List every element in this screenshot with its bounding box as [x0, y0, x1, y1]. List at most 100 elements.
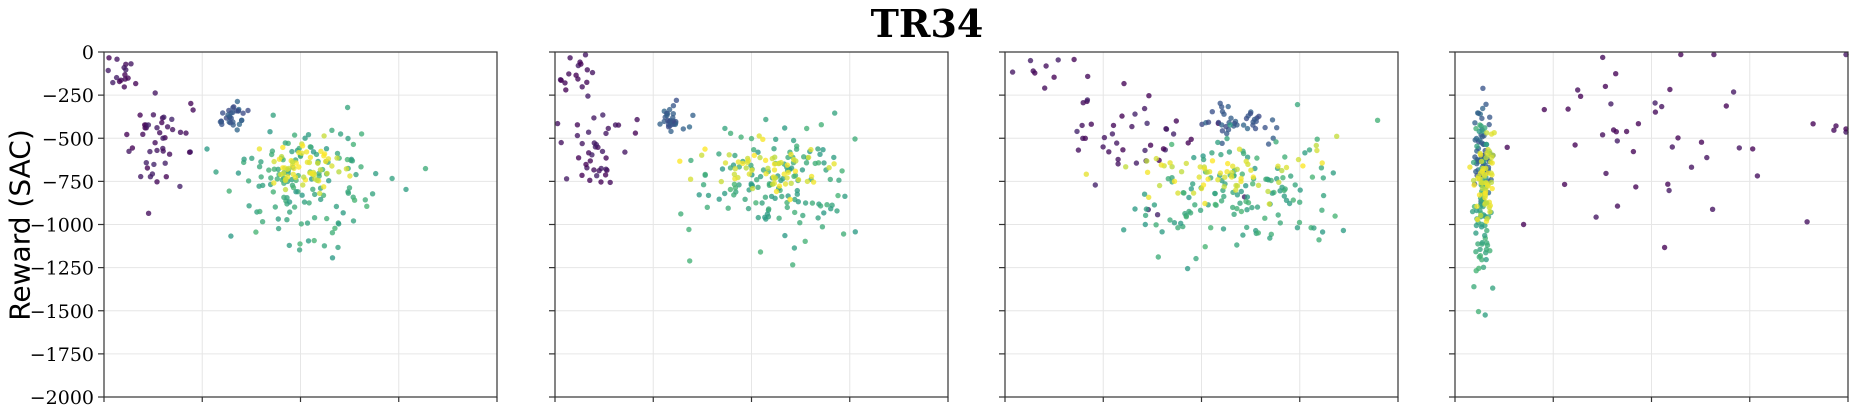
scatter-point: [329, 163, 335, 169]
scatter-point: [1482, 232, 1488, 239]
scatter-point: [305, 238, 312, 244]
scatter-point: [1088, 121, 1095, 127]
scatter-point: [160, 135, 166, 141]
scatter-point: [1843, 126, 1849, 132]
scatter-point: [1217, 170, 1224, 176]
scatter-point: [1144, 120, 1150, 127]
scatter-point: [1186, 194, 1192, 201]
scatter-point: [1319, 229, 1326, 235]
scatter-point: [772, 154, 778, 160]
scatter-point: [1294, 225, 1301, 231]
scatter-point: [332, 225, 338, 231]
scatter-point: [323, 158, 329, 165]
scatter-point: [306, 200, 312, 206]
scatter-point: [1473, 222, 1480, 229]
scatter-point: [1275, 163, 1281, 169]
scatter-point: [1110, 122, 1117, 129]
scatter-point: [287, 209, 293, 215]
scatter-point: [271, 180, 277, 186]
scatter-point: [1212, 190, 1218, 197]
y-tick-label: −250: [42, 85, 94, 107]
scatter-point: [602, 172, 609, 178]
scatter-point: [1175, 190, 1181, 196]
scatter-point: [289, 148, 295, 155]
scatter-point: [1723, 103, 1730, 109]
scatter-point: [305, 132, 312, 138]
scatter-point: [1244, 154, 1251, 160]
y-tick-label: −750: [42, 171, 94, 193]
scatter-point: [256, 183, 262, 189]
scatter-point: [1160, 146, 1167, 152]
scatter-point: [1659, 103, 1665, 110]
scatter-point: [612, 122, 619, 128]
scatter-point: [1475, 308, 1482, 315]
scatter-point: [1220, 226, 1227, 232]
scatter-point: [1678, 51, 1684, 58]
scatter-point: [600, 112, 606, 118]
scatter-point: [230, 109, 236, 116]
scatter-point: [345, 190, 352, 196]
scatter-point: [791, 245, 798, 251]
scatter-point: [286, 242, 292, 249]
scatter-point: [1183, 160, 1190, 167]
scatter-point: [1302, 150, 1308, 156]
scatter-point: [144, 165, 151, 171]
scatter-point: [1244, 207, 1250, 213]
scatter-point: [696, 192, 702, 198]
scatter-point: [1311, 225, 1317, 231]
scatter-point: [1295, 156, 1302, 163]
scatter-point: [300, 182, 306, 188]
scatter-point: [1489, 185, 1495, 192]
scatter-point: [840, 231, 847, 237]
scatter-point: [1184, 265, 1191, 272]
scatter-point: [340, 210, 346, 216]
scatter-point: [152, 140, 158, 146]
scatter-point: [1488, 179, 1495, 186]
scatter-point: [326, 178, 332, 184]
scatter-point: [151, 161, 157, 168]
scatter-point: [1479, 239, 1486, 246]
scatter-point: [335, 244, 341, 251]
scatter-point: [106, 55, 112, 61]
scatter-point: [722, 160, 729, 166]
scatter-point: [343, 166, 350, 172]
scatter-point: [1282, 154, 1288, 160]
scatter-point: [1071, 56, 1077, 63]
scatter-point: [1123, 164, 1129, 170]
scatter-point: [311, 215, 318, 221]
scatter-point: [1479, 115, 1485, 122]
scatter-point: [290, 184, 297, 191]
scatter-point: [105, 67, 111, 74]
scatter-point: [269, 151, 275, 158]
scatter-point: [1319, 160, 1325, 166]
scatter-point: [1146, 194, 1152, 200]
scatter-point: [113, 74, 120, 81]
scatter-point: [1593, 214, 1599, 220]
scatter-point: [1483, 256, 1489, 263]
scatter-point: [1478, 224, 1485, 230]
scatter-point: [1153, 222, 1159, 228]
scatter-point: [753, 200, 759, 206]
scatter-point: [1633, 184, 1639, 190]
scatter-point: [1142, 221, 1149, 228]
scatter-point: [160, 148, 166, 154]
scatter-point: [670, 111, 676, 117]
scatter-point: [270, 189, 276, 195]
scatter-point: [154, 147, 160, 154]
scatter-point: [1479, 185, 1486, 191]
scatter-point: [591, 115, 597, 121]
scatter-point: [114, 56, 120, 62]
y-tick-label: −1250: [30, 258, 94, 280]
scatter-point: [159, 119, 165, 126]
scatter-point: [1736, 145, 1743, 151]
scatter-point: [1163, 126, 1170, 132]
scatter-point: [1250, 181, 1256, 187]
scatter-point: [286, 199, 293, 205]
scatter-point: [1292, 182, 1298, 188]
scatter-point: [1277, 220, 1284, 226]
scatter-point: [1225, 103, 1231, 110]
scatter-point: [815, 215, 821, 221]
scatter-point: [1306, 147, 1313, 153]
scatter-point: [812, 160, 818, 167]
scatter-point: [1273, 139, 1279, 145]
